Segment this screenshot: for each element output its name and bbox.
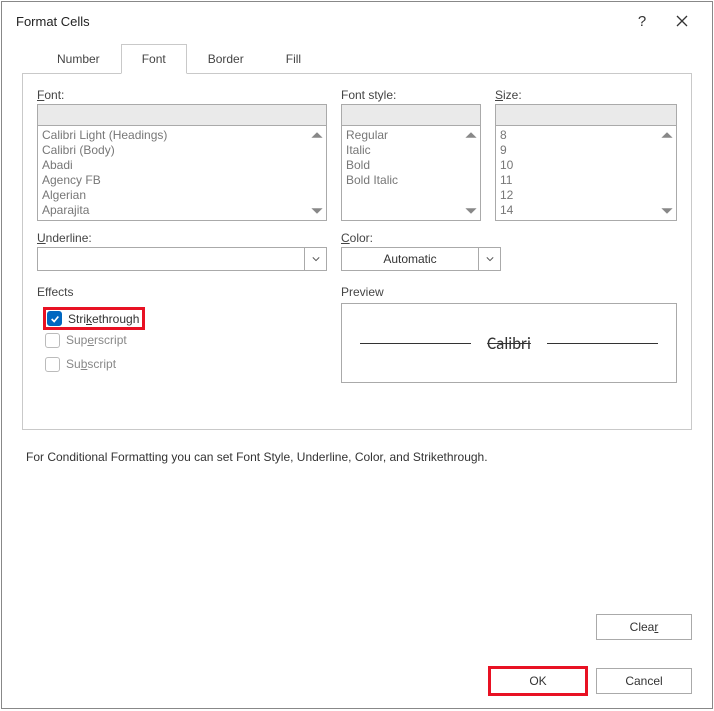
list-item[interactable]: Bold xyxy=(344,158,478,173)
note-text: For Conditional Formatting you can set F… xyxy=(26,450,688,464)
color-combo[interactable]: Automatic xyxy=(341,247,501,271)
scroll-up-icon[interactable] xyxy=(310,128,324,142)
superscript-label: Superscript xyxy=(66,333,127,347)
preview-line-right xyxy=(547,343,658,344)
size-input[interactable] xyxy=(495,104,677,126)
fontstyle-list[interactable]: Regular Italic Bold Bold Italic xyxy=(341,125,481,221)
list-item[interactable]: Regular xyxy=(344,128,478,143)
help-button[interactable]: ? xyxy=(622,6,662,36)
strikethrough-checkbox[interactable] xyxy=(47,311,62,326)
format-cells-dialog: Format Cells ? Number Font Border Fill F… xyxy=(1,1,713,709)
list-item[interactable]: Calibri Light (Headings) xyxy=(40,128,324,143)
ok-button[interactable]: OK xyxy=(490,668,586,694)
scroll-up-icon[interactable] xyxy=(660,128,674,142)
close-button[interactable] xyxy=(662,6,702,36)
font-list[interactable]: Calibri Light (Headings) Calibri (Body) … xyxy=(37,125,327,221)
footer: OK Cancel xyxy=(2,658,712,708)
list-item[interactable]: Aparajita xyxy=(40,203,324,218)
color-label: Color: xyxy=(341,231,501,245)
underline-combo[interactable] xyxy=(37,247,327,271)
list-item[interactable]: 8 xyxy=(498,128,674,143)
check-icon xyxy=(50,314,60,324)
cancel-button[interactable]: Cancel xyxy=(596,668,692,694)
color-value: Automatic xyxy=(342,252,478,266)
chevron-down-icon[interactable] xyxy=(478,248,500,270)
list-item[interactable]: Calibri (Body) xyxy=(40,143,324,158)
strikethrough-label: Strikethrough xyxy=(68,312,139,326)
list-item[interactable]: Agency FB xyxy=(40,173,324,188)
titlebar: Format Cells ? xyxy=(2,2,712,40)
font-pane: Font: Calibri Light (Headings) Calibri (… xyxy=(22,73,692,430)
subscript-checkbox[interactable] xyxy=(45,357,60,372)
fontstyle-input[interactable] xyxy=(341,104,481,126)
tab-fill[interactable]: Fill xyxy=(265,44,322,74)
preview-box: Calibri xyxy=(341,303,677,383)
scroll-up-icon[interactable] xyxy=(464,128,478,142)
strikethrough-highlight: Strikethrough xyxy=(45,309,143,328)
size-label: Size: xyxy=(495,88,677,102)
list-item[interactable]: 9 xyxy=(498,143,674,158)
tabs: Number Font Border Fill xyxy=(36,44,692,74)
fontstyle-label: Font style: xyxy=(341,88,481,102)
underline-label: Underline: xyxy=(37,231,327,245)
tab-font[interactable]: Font xyxy=(121,44,187,74)
list-item[interactable]: 14 xyxy=(498,203,674,218)
tab-border[interactable]: Border xyxy=(187,44,265,74)
effects-label: Effects xyxy=(37,285,327,299)
size-list[interactable]: 8 9 10 11 12 14 xyxy=(495,125,677,221)
clear-button[interactable]: Clear xyxy=(596,614,692,640)
font-input[interactable] xyxy=(37,104,327,126)
tab-number[interactable]: Number xyxy=(36,44,121,74)
list-item[interactable]: 12 xyxy=(498,188,674,203)
superscript-checkbox[interactable] xyxy=(45,333,60,348)
scroll-down-icon[interactable] xyxy=(464,204,478,218)
subscript-label: Subscript xyxy=(66,357,116,371)
list-item[interactable]: 11 xyxy=(498,173,674,188)
preview-label: Preview xyxy=(341,285,677,299)
dialog-title: Format Cells xyxy=(16,14,622,29)
list-item[interactable]: 10 xyxy=(498,158,674,173)
font-label: Font: xyxy=(37,88,327,102)
list-item[interactable]: Italic xyxy=(344,143,478,158)
chevron-down-icon[interactable] xyxy=(304,248,326,270)
underline-value xyxy=(38,248,304,270)
list-item[interactable]: Bold Italic xyxy=(344,173,478,188)
list-item[interactable]: Algerian xyxy=(40,188,324,203)
scroll-down-icon[interactable] xyxy=(310,204,324,218)
dialog-content: Number Font Border Fill Font: Calibri Li… xyxy=(2,40,712,658)
scroll-down-icon[interactable] xyxy=(660,204,674,218)
close-icon xyxy=(676,15,688,27)
list-item[interactable]: Abadi xyxy=(40,158,324,173)
preview-line-left xyxy=(360,343,471,344)
preview-text: Calibri xyxy=(471,333,547,354)
